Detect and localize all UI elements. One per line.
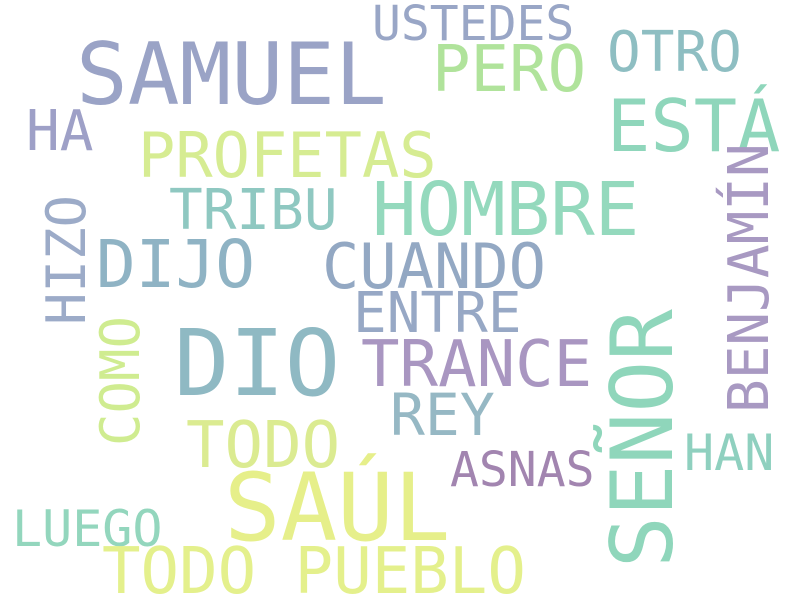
- word-otro: OTRO: [607, 20, 742, 85]
- word-dijo: DIJO: [96, 226, 255, 303]
- word-pero: PERO: [432, 33, 587, 107]
- word-saul: SAÚL: [224, 454, 451, 563]
- word-hombre: HOMBRE: [372, 167, 640, 253]
- word-como: COMO: [89, 315, 152, 446]
- word-esta: ESTÁ: [607, 84, 781, 168]
- word-tribu: TRIBU: [169, 178, 338, 243]
- word-benjamin: BENJAMÍN: [717, 143, 782, 413]
- word-ha: HA: [26, 99, 94, 164]
- word-asnas: ASNAS: [450, 442, 595, 498]
- word-trance: TRANCE: [361, 328, 593, 402]
- word-hizo: HIZO: [35, 194, 98, 325]
- word-dio: DIO: [174, 310, 341, 417]
- word-rey: REY: [390, 381, 495, 449]
- word-han: HAN: [684, 424, 775, 482]
- word-senor: SEÑOR: [593, 309, 693, 568]
- word-samuel: SAMUEL: [76, 25, 387, 125]
- word-todo-pueblo: TODO PUEBLO: [102, 535, 526, 600]
- word-profetas: PROFETAS: [138, 119, 437, 192]
- word-todo: TODO: [186, 409, 341, 483]
- word-luego: LUEGO: [12, 500, 163, 558]
- word-ustedes: USTEDES: [372, 0, 575, 52]
- word-entre: ENTRE: [353, 281, 522, 346]
- word-cuando: CUANDO: [322, 230, 546, 303]
